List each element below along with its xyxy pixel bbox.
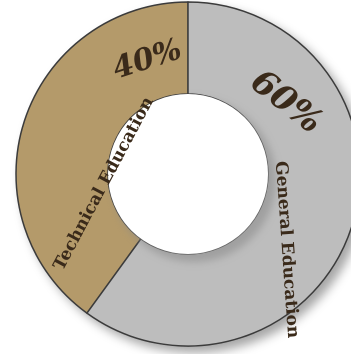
donut-hole (108, 94, 268, 254)
